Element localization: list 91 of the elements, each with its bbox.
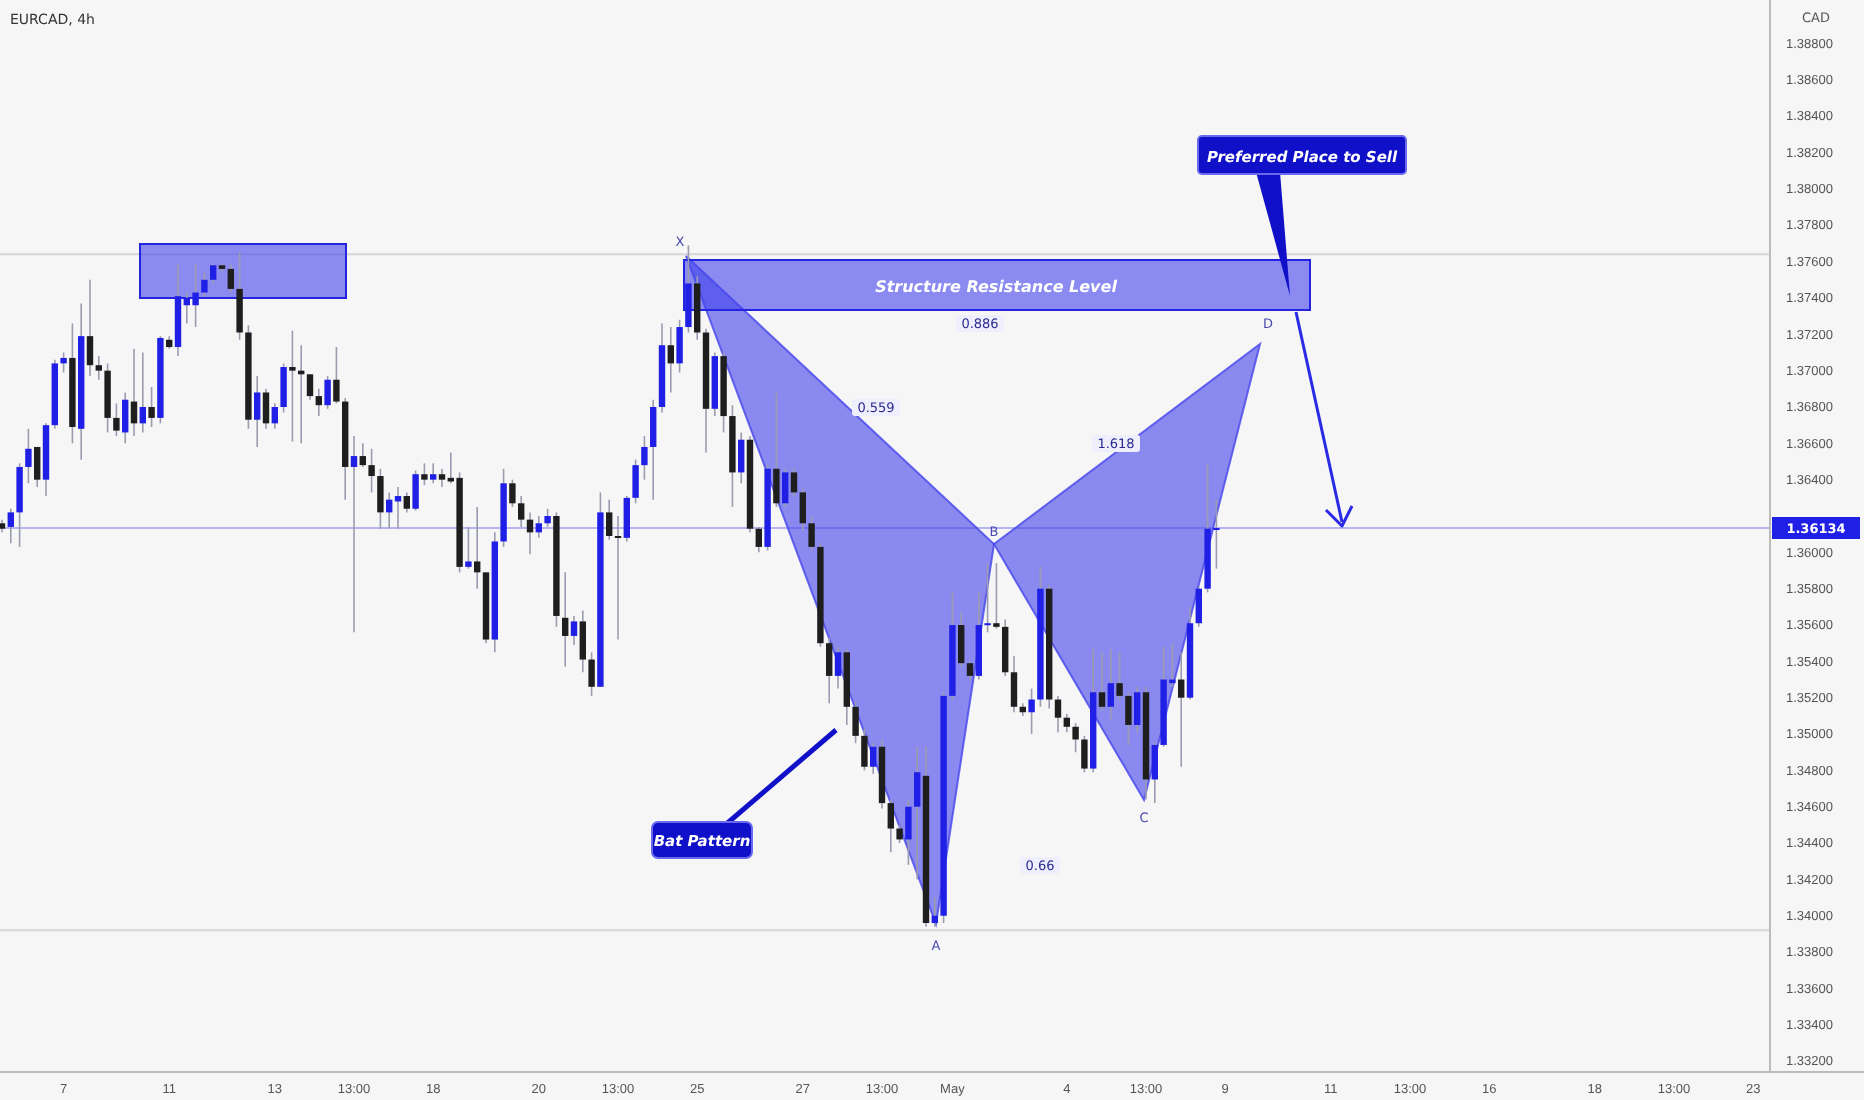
candlestick [799, 487, 806, 532]
candlestick [1134, 686, 1141, 734]
candlestick [139, 351, 146, 434]
candlestick [430, 462, 437, 485]
candlestick [641, 435, 648, 481]
candlestick [359, 442, 366, 468]
candlestick [412, 469, 419, 512]
candlestick [870, 742, 877, 775]
candlestick [1063, 713, 1070, 734]
candlestick [1151, 742, 1158, 804]
candlestick [377, 467, 384, 530]
candlestick [861, 727, 868, 772]
candlestick [350, 435, 358, 634]
candlestick [1107, 647, 1114, 721]
candlestick [104, 362, 111, 434]
candlestick [738, 431, 745, 485]
candlestick [236, 251, 243, 341]
candlestick [984, 562, 991, 634]
candlestick [852, 700, 859, 744]
candlestick [201, 271, 208, 297]
candlestick [518, 495, 525, 528]
candlestick [368, 447, 375, 494]
candlestick [1054, 695, 1062, 734]
candlestick [315, 388, 322, 417]
candlestick [685, 244, 692, 334]
candlestick [16, 462, 23, 548]
candlestick [606, 498, 613, 541]
candlestick [676, 318, 683, 374]
candlestick [993, 562, 1000, 630]
candlestick [148, 386, 155, 428]
candlestick [1116, 651, 1123, 701]
candlestick [782, 467, 789, 508]
candlestick [7, 507, 14, 545]
candlestick [474, 506, 481, 590]
candlestick [914, 745, 921, 881]
candlestick [254, 375, 261, 448]
candlestick [438, 467, 446, 488]
candlestick [650, 398, 657, 501]
candlestick [95, 355, 102, 381]
candlestick [826, 636, 833, 704]
candlestick [1010, 655, 1018, 714]
candlestick [130, 348, 138, 437]
candlestick [403, 491, 410, 514]
candlestick [306, 373, 314, 401]
candlestick [1195, 586, 1202, 628]
candlestick [1125, 691, 1132, 746]
candlestick [667, 326, 674, 394]
candlestick [834, 646, 842, 690]
candlestick [324, 375, 331, 410]
candlestick [1072, 722, 1079, 754]
candlestick [271, 402, 278, 430]
candlestick [509, 478, 516, 508]
candlestick [34, 446, 41, 488]
candlestick [1002, 618, 1009, 677]
candlestick [790, 467, 798, 497]
candlestick [421, 462, 428, 486]
candlestick [262, 388, 270, 430]
candlestick [623, 495, 630, 543]
candlestick [86, 279, 94, 377]
candlestick [632, 458, 639, 505]
candlestick [958, 611, 965, 668]
candlestick [122, 391, 129, 445]
candlestick [1081, 735, 1088, 773]
candlestick [887, 798, 894, 853]
candlestick [535, 515, 542, 539]
candlestick [773, 391, 780, 508]
candlestick [210, 262, 217, 285]
candlestick [60, 351, 67, 374]
candlestick [579, 609, 586, 674]
candlestick [1028, 687, 1035, 735]
candlestick [1178, 651, 1185, 768]
candlestick [544, 507, 551, 528]
candlestick [465, 526, 472, 570]
candlestick [755, 526, 762, 554]
candlestick [966, 660, 974, 681]
candlestick [896, 824, 903, 844]
candlestick [905, 798, 912, 866]
candlestick [614, 515, 622, 641]
candlestick [113, 402, 120, 437]
candlestick [588, 651, 595, 697]
annotation: Structure Resistance Level [875, 278, 1118, 296]
candlestick [280, 362, 287, 414]
candlestick [570, 615, 578, 646]
candlestick [808, 515, 815, 552]
candlestick [289, 329, 296, 443]
candlestick [192, 262, 199, 328]
candlestick [333, 346, 340, 405]
candlestick [1098, 651, 1106, 712]
candlestick [562, 571, 569, 668]
candlestick [25, 428, 32, 485]
candlestick [227, 262, 234, 294]
